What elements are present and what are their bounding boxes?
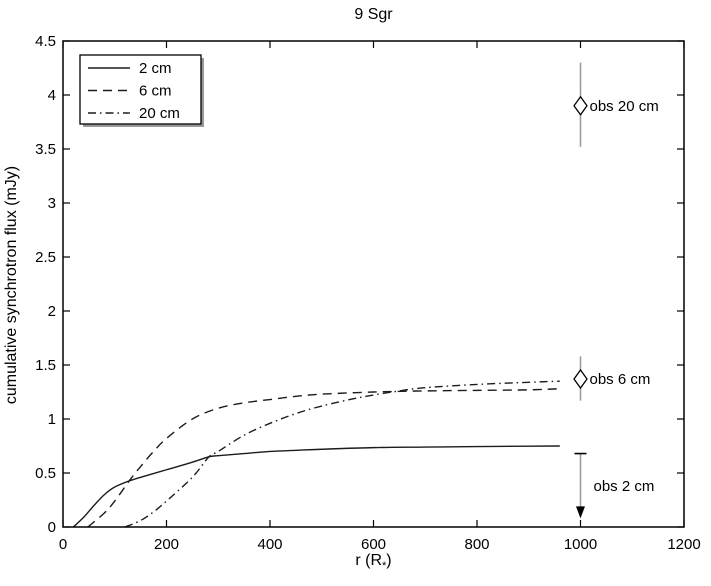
legend-label: 2 cm <box>139 60 172 77</box>
chart-title: 9 Sgr <box>354 6 393 23</box>
series-2cm-line <box>72 445 560 528</box>
x-tick-label: 1200 <box>667 536 700 553</box>
obs-label: obs 6 cm <box>590 371 651 388</box>
legend-entry-6cm: 6 cm <box>88 83 172 100</box>
plot-border <box>62 40 685 528</box>
obs-label: obs 2 cm <box>594 478 655 495</box>
series-6cm-line <box>87 388 560 528</box>
x-axis-label-suffix: ) <box>386 552 392 569</box>
y-tick-label: 4.5 <box>35 33 56 50</box>
x-axis-label-text: r (R <box>355 552 383 569</box>
y-tick-label: 4 <box>48 87 56 104</box>
x-tick-label: 400 <box>257 536 282 553</box>
obs-label: obs 20 cm <box>590 98 659 115</box>
x-tick-label: 1000 <box>564 536 597 553</box>
legend: 2 cm 6 cm 20 cm <box>79 54 204 127</box>
x-axis-label: r (R*) <box>63 551 684 576</box>
x-tick-label: 600 <box>361 536 386 553</box>
y-tick-label: 3.5 <box>35 141 56 158</box>
x-tick-label: 800 <box>464 536 489 553</box>
x-tick-label: 0 <box>59 536 67 553</box>
y-tick-label: 3 <box>48 195 56 212</box>
diamond-marker-icon <box>573 368 588 390</box>
legend-label: 6 cm <box>139 83 172 100</box>
legend-entry-2cm: 2 cm <box>88 60 172 77</box>
x-axis-label-subscript: * <box>382 560 387 572</box>
down-arrow-icon <box>576 506 585 519</box>
x-tick-label: 200 <box>154 536 179 553</box>
y-axis-label: cumulative synchrotron flux (mJy) <box>3 165 20 405</box>
y-tick-label: 1 <box>48 411 56 428</box>
obs-obs-2-cm: obs 2 cm <box>574 452 655 519</box>
legend-label: 20 cm <box>139 105 180 122</box>
y-tick-label: 2.5 <box>35 249 56 266</box>
y-tick-label: 2 <box>48 303 56 320</box>
obs-obs-20-cm: obs 20 cm <box>573 62 659 147</box>
obs-obs-6-cm: obs 6 cm <box>573 356 651 401</box>
axis-ticks: 0 200 400 600 800 1000 1200 0 0.5 1 1.5 2 2.5 3 3.5 4 4.… <box>35 33 701 553</box>
y-tick-label: 0.5 <box>35 465 56 482</box>
diamond-marker-icon <box>573 95 588 116</box>
y-tick-label: 0 <box>48 519 56 536</box>
series-20cm-line <box>124 380 560 528</box>
legend-entry-20cm: 20 cm <box>88 105 180 122</box>
y-tick-label: 1.5 <box>35 357 56 374</box>
